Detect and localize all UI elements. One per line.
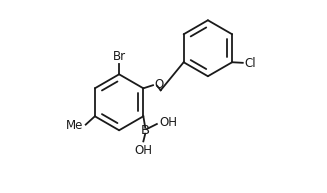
Text: Cl: Cl xyxy=(244,57,256,70)
Text: Me: Me xyxy=(65,119,83,132)
Text: OH: OH xyxy=(160,116,178,129)
Text: O: O xyxy=(155,78,164,91)
Text: B: B xyxy=(141,124,150,137)
Text: OH: OH xyxy=(134,144,152,157)
Text: Br: Br xyxy=(112,50,126,63)
